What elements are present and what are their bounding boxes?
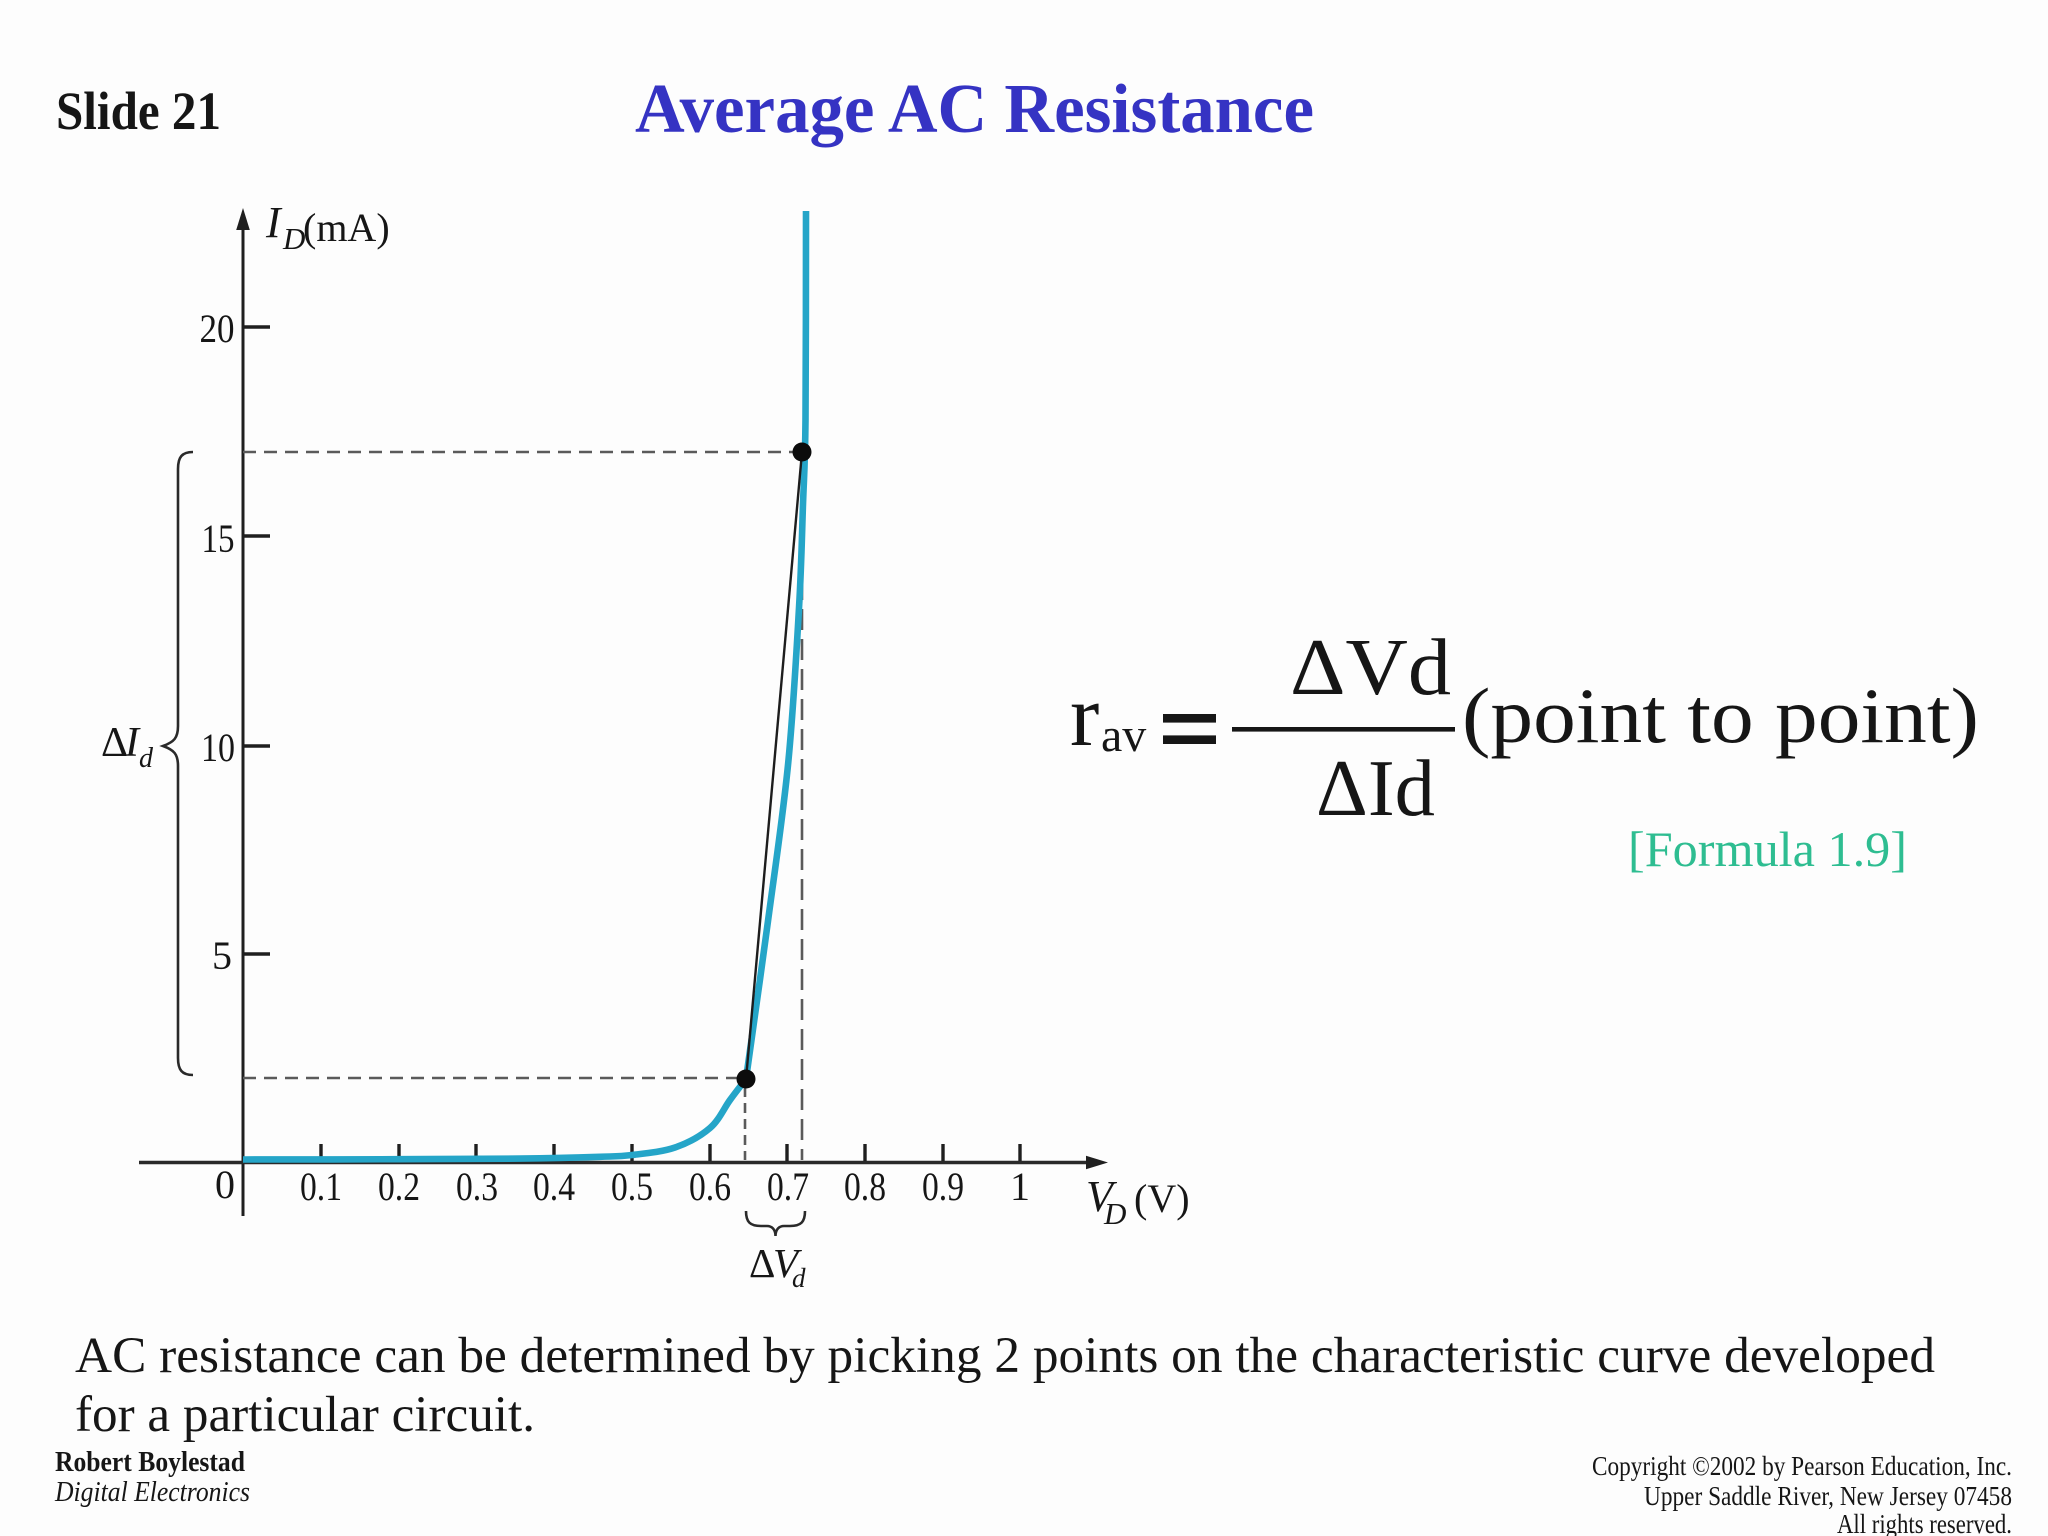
svg-text:Digital Electronics: Digital Electronics xyxy=(54,1477,250,1508)
svg-text:Slide 21: Slide 21 xyxy=(56,81,221,141)
svg-text:AC resistance can be determine: AC resistance can be determined by picki… xyxy=(75,1328,1935,1384)
svg-text:d: d xyxy=(139,743,154,774)
svg-text:0.5: 0.5 xyxy=(611,1164,653,1209)
svg-text:r: r xyxy=(1070,668,1099,765)
svg-text:0.9: 0.9 xyxy=(922,1164,964,1209)
svg-text:0.6: 0.6 xyxy=(689,1164,731,1209)
svg-text:0.7: 0.7 xyxy=(767,1164,809,1209)
svg-text:D: D xyxy=(282,221,305,256)
svg-text:0.1: 0.1 xyxy=(300,1164,342,1209)
svg-text:0.3: 0.3 xyxy=(456,1164,498,1209)
svg-text:15: 15 xyxy=(202,516,235,561)
svg-text:Δ: Δ xyxy=(749,1240,775,1286)
svg-text:All rights reserved.: All rights reserved. xyxy=(1837,1509,2012,1536)
svg-text:(V): (V) xyxy=(1134,1176,1190,1221)
svg-text:(point to point): (point to point) xyxy=(1462,672,1979,759)
svg-text:[Formula 1.9]: [Formula 1.9] xyxy=(1628,821,1907,877)
svg-text:0.2: 0.2 xyxy=(378,1164,420,1209)
svg-text:Copyright ©2002 by Pearson Edu: Copyright ©2002 by Pearson Education, In… xyxy=(1592,1451,2012,1481)
svg-text:I: I xyxy=(124,720,141,766)
svg-text:av: av xyxy=(1101,709,1146,762)
svg-text:Upper Saddle River, New Jersey: Upper Saddle River, New Jersey 07458 xyxy=(1644,1481,2012,1511)
svg-text:0.4: 0.4 xyxy=(533,1164,575,1209)
svg-text:for a particular circuit.: for a particular circuit. xyxy=(75,1387,535,1443)
svg-text:Average AC Resistance: Average AC Resistance xyxy=(635,71,1314,148)
svg-text:5: 5 xyxy=(212,933,232,978)
svg-text:Robert Boylestad: Robert Boylestad xyxy=(55,1447,245,1478)
svg-text:(mA): (mA) xyxy=(303,205,390,250)
svg-text:V: V xyxy=(1086,1172,1118,1221)
svg-text:ΔId: ΔId xyxy=(1316,745,1435,833)
svg-text:ΔVd: ΔVd xyxy=(1290,624,1451,712)
svg-text:1: 1 xyxy=(1010,1164,1030,1209)
svg-text:20: 20 xyxy=(200,306,235,351)
svg-text:V: V xyxy=(773,1240,802,1286)
svg-text:Δ: Δ xyxy=(101,720,128,766)
svg-text:d: d xyxy=(792,1263,806,1293)
svg-text:0: 0 xyxy=(215,1162,235,1207)
svg-text:I: I xyxy=(265,198,283,247)
svg-text:D: D xyxy=(1103,1196,1126,1231)
svg-text:10: 10 xyxy=(201,725,235,770)
svg-text:0.8: 0.8 xyxy=(844,1164,886,1209)
